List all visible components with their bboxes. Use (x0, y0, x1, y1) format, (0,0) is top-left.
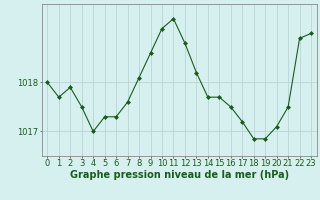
X-axis label: Graphe pression niveau de la mer (hPa): Graphe pression niveau de la mer (hPa) (70, 170, 289, 180)
